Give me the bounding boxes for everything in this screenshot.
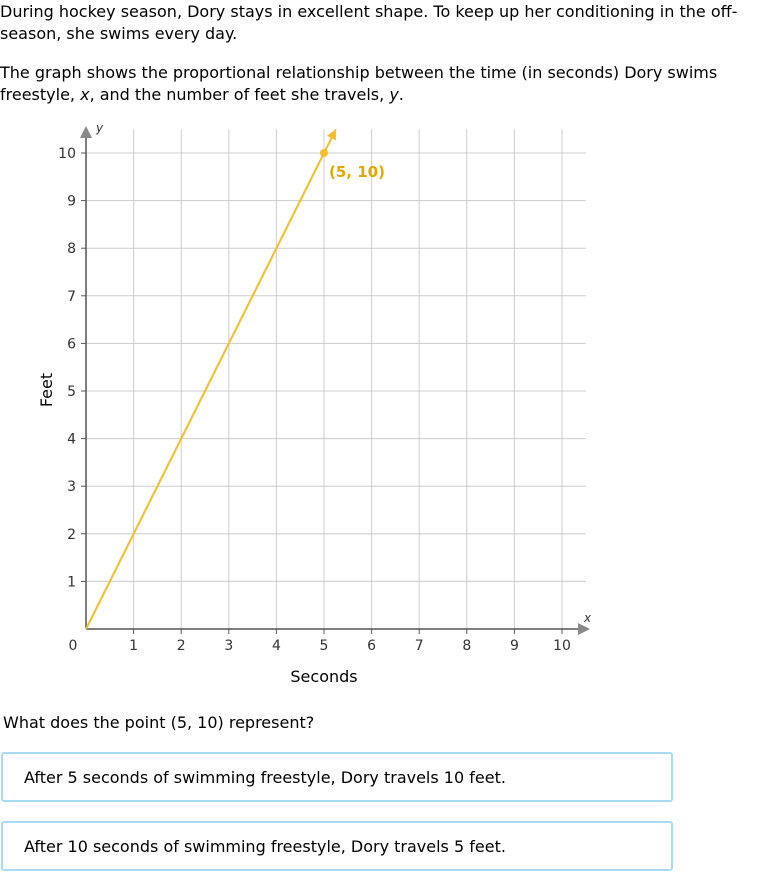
y-axis-variable: y: [95, 121, 104, 135]
highlighted-point-label: (5, 10): [329, 163, 385, 181]
x-tick-label: 6: [367, 638, 376, 654]
var-x: x: [80, 85, 90, 104]
series: (5, 10): [85, 128, 385, 630]
intro-line-2: season, she swims every day.: [0, 24, 238, 43]
graph-description: The graph shows the proportional relatio…: [0, 62, 750, 106]
answer-choice-a[interactable]: After 5 seconds of swimming freestyle, D…: [1, 752, 673, 802]
y-axis-label: Feet: [37, 373, 56, 407]
y-tick-label: 5: [67, 384, 76, 400]
y-tick-label: 6: [67, 336, 76, 352]
y-axis-arrow: [80, 126, 92, 138]
answer-choice-a-label: After 5 seconds of swimming freestyle, D…: [24, 768, 506, 787]
x-tick-label: 9: [510, 638, 519, 654]
x-tick-label: 0: [69, 638, 78, 654]
graph-description-pre: freestyle,: [0, 85, 81, 104]
series-arrow: [326, 129, 336, 141]
x-axis-arrow: [578, 623, 590, 635]
graph-description-mid: , and the number of feet she travels,: [89, 85, 390, 104]
highlighted-point: [320, 149, 328, 157]
question-text: What does the point (5, 10) represent?: [3, 713, 315, 732]
answer-choice-b-label: After 10 seconds of swimming freestyle, …: [24, 837, 506, 856]
y-tick-label: 4: [67, 432, 76, 448]
x-tick-label: 7: [415, 638, 424, 654]
y-tick-label: 2: [67, 527, 76, 543]
y-tick-label: 3: [67, 479, 76, 495]
x-tick-label: 1: [129, 638, 138, 654]
graph-description-line-1: The graph shows the proportional relatio…: [0, 63, 718, 82]
x-tick-label: 8: [462, 638, 471, 654]
x-axis-variable: x: [583, 611, 592, 625]
graph-description-end: .: [398, 85, 404, 104]
series-line: [85, 128, 337, 630]
x-tick-label: 10: [553, 638, 571, 654]
var-y: y: [389, 85, 399, 104]
y-tick-label: 9: [67, 194, 76, 210]
y-tick-label: 1: [67, 574, 76, 590]
y-tick-label: 8: [67, 241, 76, 257]
y-tick-label: 10: [58, 146, 76, 162]
answer-choice-b[interactable]: After 10 seconds of swimming freestyle, …: [1, 821, 673, 871]
intro-line-1: During hockey season, Dory stays in exce…: [0, 2, 738, 21]
x-tick-label: 3: [224, 638, 233, 654]
proportional-graph: y x 0 1 2 3 4 5 6 7 8 9 10 1 2 3 4 5 6 7 8 9 10 (5, 10) Seco…: [37, 121, 592, 686]
x-tick-label: 2: [177, 638, 186, 654]
intro-paragraph: During hockey season, Dory stays in exce…: [0, 1, 750, 45]
x-axis-label: Seconds: [290, 667, 357, 686]
x-tick-label: 5: [320, 638, 329, 654]
tick-labels: 0 1 2 3 4 5 6 7 8 9 10 1 2 3 4 5 6 7 8 9 10: [58, 146, 571, 654]
axes: y x: [80, 121, 592, 635]
y-tick-label: 7: [67, 289, 76, 305]
x-tick-label: 4: [272, 638, 281, 654]
grid: [86, 129, 586, 629]
